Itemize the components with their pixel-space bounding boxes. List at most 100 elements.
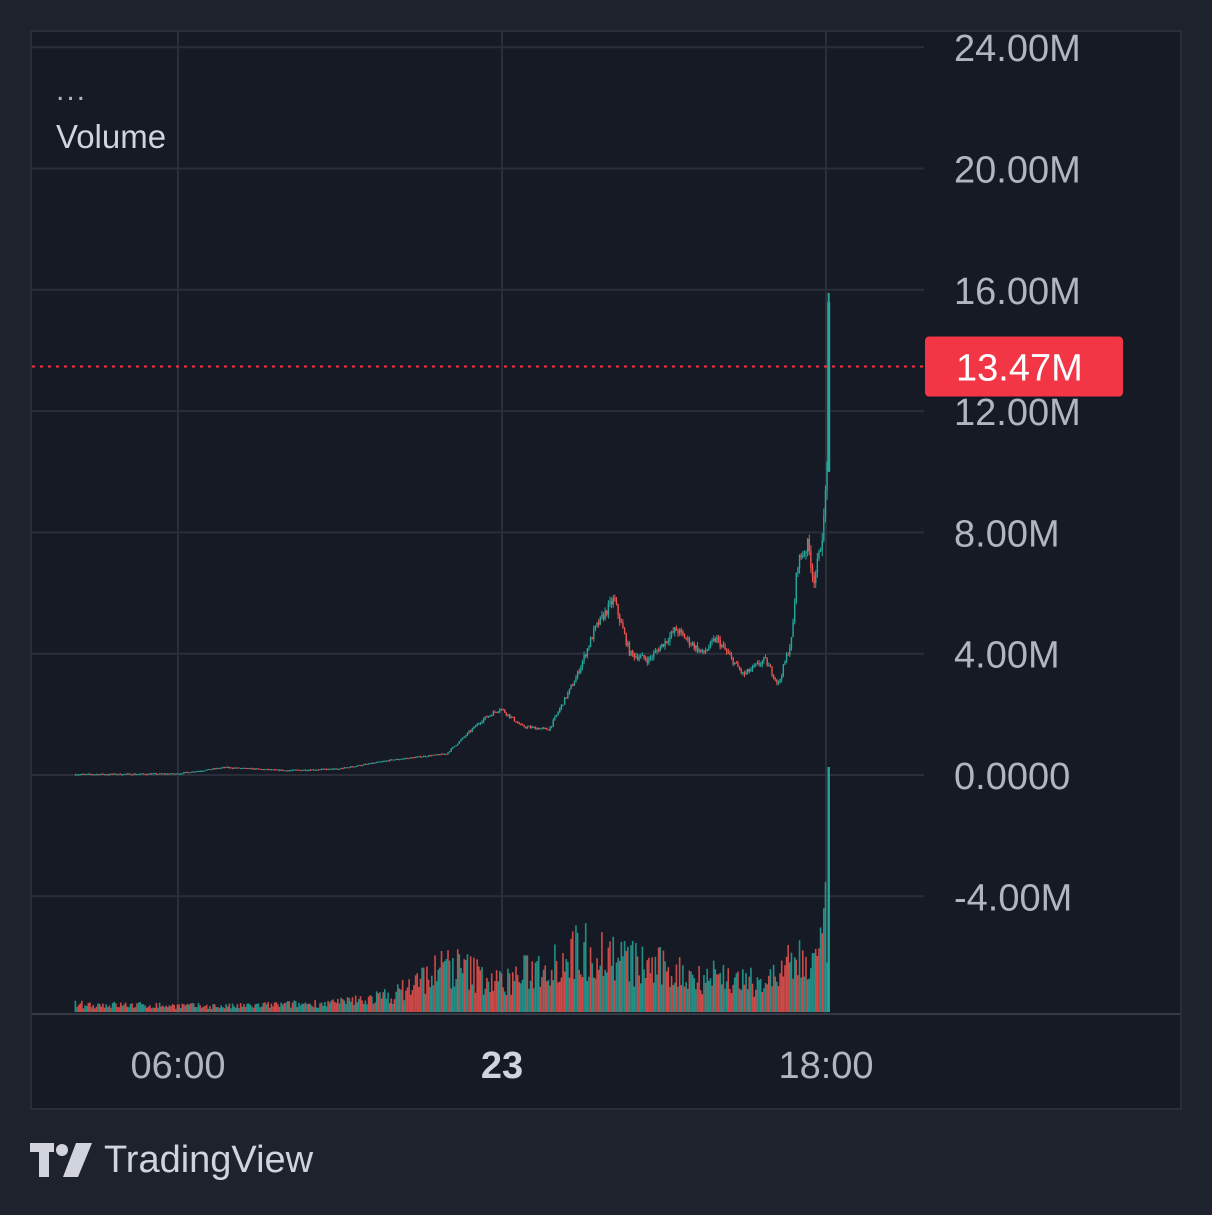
price-candle [118,773,120,775]
volume-bar [314,1000,316,1012]
price-candle [747,669,749,673]
price-candle [354,766,357,768]
volume-bar [682,965,684,1012]
volume-bar [304,1002,307,1012]
watermark-brand: TradingView [104,1138,314,1181]
price-candle [273,769,276,771]
price-candle [691,643,694,645]
volume-bar [639,983,642,1012]
tradingview-watermark[interactable]: TradingView [30,1138,313,1182]
price-axis[interactable]: 24.00M 20.00M 16.00M 12.00M 8.00M 4.00M 0.0000… [925,32,1123,919]
price-candle [826,462,828,491]
price-candle [719,639,721,648]
volume-bar [207,1008,210,1012]
volume-bar [722,965,725,1012]
price-candle [497,711,499,713]
price-candle [591,637,593,640]
price-candle [589,637,592,647]
price-candle [779,679,781,683]
volume-bar [367,996,370,1012]
volume-bar [570,938,572,1012]
volume-bar [424,993,427,1012]
price-candle [435,754,438,756]
price-candle [382,761,384,763]
time-axis[interactable]: 06:00 23 18:00 [130,1045,873,1087]
volume-bar [816,955,819,1012]
price-candle [500,708,503,710]
volume-bar [482,994,485,1012]
price-candle [585,654,587,657]
volume-bar [625,950,627,1012]
volume-bar [537,955,540,1012]
price-candle [392,759,394,761]
volume-bar [503,991,506,1012]
price-candle [358,765,360,767]
volume-bar [554,944,556,1012]
volume-bar [186,1003,188,1012]
volume-bar [686,988,689,1012]
price-candle [666,641,668,643]
volume-bar [780,960,783,1012]
price-candle [695,645,697,649]
price-candle [677,630,679,634]
price-candle [81,773,83,775]
price-candle [115,773,117,775]
legend-more-button[interactable]: ... [56,74,88,107]
volume-bar [750,967,752,1012]
price-candle [324,768,326,770]
volume-bar [175,1008,177,1012]
volume-bar [393,999,396,1012]
price-candle [299,769,302,771]
volume-bar [87,1003,90,1012]
price-candle [134,773,137,775]
volume-bar [649,973,652,1012]
price-candle [183,772,185,774]
volume-bar [395,991,397,1012]
price-candle [363,764,365,766]
price-candle [703,650,705,653]
volume-bar [584,923,587,1012]
price-candle [657,650,660,652]
chart-canvas[interactable]: 24.00M 20.00M 16.00M 12.00M 8.00M 4.00M 0.0000… [32,32,1180,1108]
volume-bar [262,1002,265,1012]
price-candle [144,773,146,775]
price-candle [784,661,786,665]
price-candle [565,697,567,699]
price-candle [808,538,810,552]
volume-bar [494,981,496,1012]
price-candle [675,627,678,631]
price-candle [682,631,684,635]
price-candle [387,760,389,762]
price-candle [479,722,482,724]
price-candle [192,771,195,773]
price-candle [732,657,734,665]
price-candle [329,768,331,770]
volume-bar [309,1003,312,1012]
price-candle [124,773,127,775]
volume-bar [273,1002,276,1012]
price-candle [186,772,188,774]
volume-bar [234,1007,237,1012]
price-candle [805,552,807,554]
volume-bar [550,969,553,1012]
volume-bar [139,1002,141,1012]
volume-bar [490,973,493,1012]
price-candle [342,768,344,770]
volume-bar [471,984,474,1012]
volume-bar [699,990,702,1012]
volume-bar [521,979,524,1012]
volume-bar [477,966,480,1012]
price-candle [536,728,538,730]
volume-bar [209,1005,211,1012]
price-candle [562,704,564,706]
price-candle [327,768,329,770]
volume-bar [202,1006,205,1012]
volume-bar [500,973,503,1012]
price-axis-label: 0.0000 [954,756,1070,798]
price-candle [756,662,759,664]
chart-frame[interactable]: 24.00M 20.00M 16.00M 12.00M 8.00M 4.00M 0.0000… [30,30,1182,1110]
volume-bar [150,1008,153,1012]
legend-volume-label[interactable]: Volume [56,118,167,155]
volume-bar [604,969,606,1012]
price-candle [599,616,601,625]
